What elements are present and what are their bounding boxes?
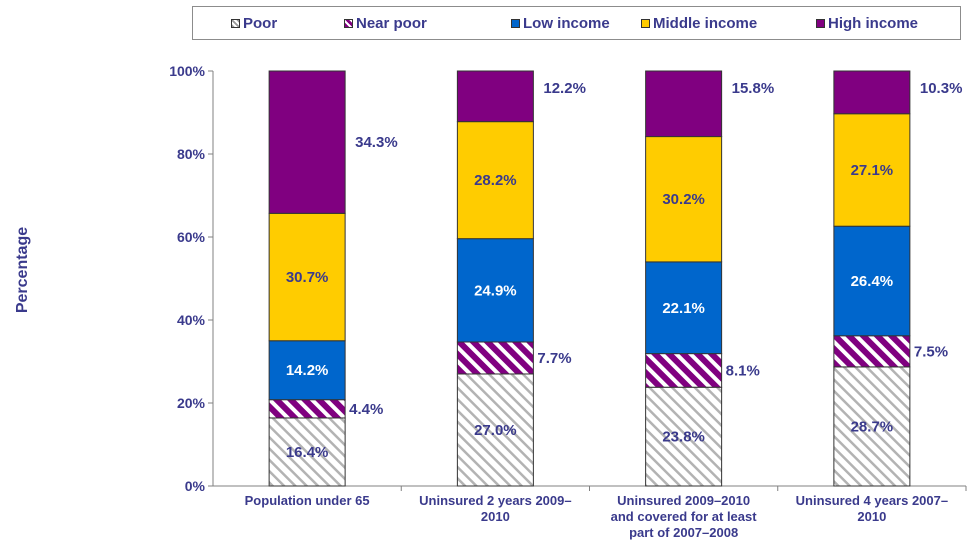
legend-item-near-poor: Near poor xyxy=(344,7,427,39)
bar-segment-low-income xyxy=(456,238,534,343)
data-label: 7.7% xyxy=(537,350,571,367)
data-label: 7.5% xyxy=(914,343,948,360)
bar-segment-near-poor xyxy=(833,335,911,368)
data-label: 14.2% xyxy=(286,362,329,379)
data-label: 27.1% xyxy=(851,162,894,179)
bar-segment-middle-income xyxy=(833,113,911,227)
legend-swatch-middle-income xyxy=(641,18,650,28)
data-label: 22.1% xyxy=(662,300,705,317)
x-category-label: Uninsured 2009–2010 and covered for at le… xyxy=(611,493,758,540)
data-label: 24.9% xyxy=(474,282,517,299)
y-tick-label: 40% xyxy=(177,312,206,328)
data-label: 23.8% xyxy=(662,429,705,446)
x-category-label-line: Uninsured 2 years 2009– xyxy=(419,493,571,508)
data-label: 8.1% xyxy=(726,362,760,379)
data-label: 12.2% xyxy=(543,80,586,97)
chart-legend: Poor Near poor Low income Middle income … xyxy=(192,6,961,40)
bar-segment-middle-income xyxy=(456,121,534,240)
data-label: 28.2% xyxy=(474,172,517,189)
data-label: 4.4% xyxy=(349,401,383,418)
x-category-label-line: and covered for at least xyxy=(611,509,758,524)
legend-item-middle-income: Middle income xyxy=(641,7,757,39)
legend-swatch-high-income xyxy=(816,18,825,28)
bar-segment-high-income xyxy=(833,70,911,115)
y-tick-label: 80% xyxy=(177,146,206,162)
x-category-label: Uninsured 2 years 2009– 2010 xyxy=(419,493,571,524)
bar-segment-high-income xyxy=(645,70,723,138)
legend-label-near-poor: Near poor xyxy=(356,14,427,32)
bar-segment-near-poor xyxy=(268,399,346,419)
data-label: 34.3% xyxy=(355,134,398,151)
x-category-label-line: Uninsured 4 years 2007– xyxy=(796,493,948,508)
legend-label-middle-income: Middle income xyxy=(653,14,758,32)
data-label: 30.2% xyxy=(662,191,705,208)
bar-segment-low-income xyxy=(645,261,723,355)
y-tick-label: 60% xyxy=(177,229,206,245)
legend-item-poor: Poor xyxy=(231,7,277,39)
bar-segment-poor xyxy=(456,373,534,487)
legend-swatch-near-poor xyxy=(344,18,353,28)
y-tick-label: 20% xyxy=(177,395,206,411)
y-tick-label: 0% xyxy=(185,478,206,494)
bar-segment-middle-income xyxy=(645,136,723,263)
data-label: 26.4% xyxy=(851,273,894,290)
legend-item-high-income: High income xyxy=(816,7,918,39)
y-tick-label: 100% xyxy=(169,63,205,79)
bar-segment-low-income xyxy=(268,340,346,401)
bar-segment-high-income xyxy=(456,70,534,123)
data-label: 28.7% xyxy=(851,418,894,435)
data-label: 27.0% xyxy=(474,422,517,439)
data-label: 15.8% xyxy=(732,80,775,97)
legend-item-low-income: Low income xyxy=(511,7,610,39)
legend-label-high-income: High income xyxy=(828,14,919,32)
x-category-label-line: 2010 xyxy=(481,509,510,524)
chart-data-labels: 16.4% 4.4% 14.2% 30.7% 34.3% 27.0% 7.7% 24.9% 28… xyxy=(286,80,963,461)
legend-swatch-poor xyxy=(231,18,240,28)
x-category-label: Population under 65 xyxy=(245,493,370,508)
x-category-label: Uninsured 4 years 2007– 2010 xyxy=(796,493,948,524)
data-label: 30.7% xyxy=(286,269,329,286)
x-category-label-line: 2010 xyxy=(857,509,886,524)
legend-swatch-low-income xyxy=(511,18,520,28)
bar-segment-high-income xyxy=(268,70,346,214)
data-label: 10.3% xyxy=(920,80,963,97)
x-category-label-line: part of 2007–2008 xyxy=(629,525,738,540)
bar-segment-middle-income xyxy=(268,212,346,342)
bar-segment-near-poor xyxy=(645,353,723,388)
bar-segment-poor xyxy=(833,366,911,487)
x-category-label-line: Population under 65 xyxy=(245,493,370,508)
x-category-label-line: Uninsured 2009–2010 xyxy=(617,493,750,508)
data-label: 16.4% xyxy=(286,444,329,461)
bar-segment-near-poor xyxy=(456,341,534,375)
bar-segment-poor xyxy=(645,386,723,487)
chart-bars xyxy=(268,70,911,487)
legend-label-poor: Poor xyxy=(243,14,278,32)
legend-label-low-income: Low income xyxy=(523,14,610,32)
